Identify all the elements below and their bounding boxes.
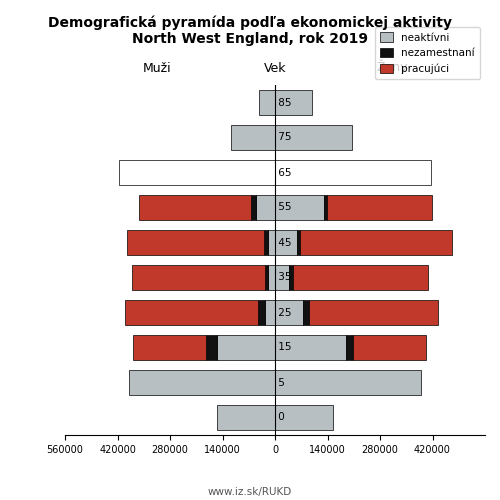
- Bar: [346, 335, 353, 360]
- Bar: [124, 300, 258, 325]
- Bar: [309, 300, 438, 325]
- Bar: [268, 230, 275, 255]
- Bar: [251, 195, 256, 220]
- Text: 75: 75: [275, 132, 291, 142]
- Text: 85: 85: [275, 98, 291, 108]
- Bar: [138, 195, 251, 220]
- Text: 55: 55: [275, 202, 291, 212]
- Bar: [231, 125, 275, 150]
- Bar: [132, 265, 265, 290]
- Legend: neaktívni, nezamestnaní, pracujúci: neaktívni, nezamestnaní, pracujúci: [375, 27, 480, 79]
- Text: 15: 15: [275, 342, 291, 352]
- Text: Ženy: Ženy: [377, 60, 408, 74]
- Bar: [303, 300, 309, 325]
- Bar: [264, 300, 275, 325]
- Bar: [275, 265, 289, 290]
- Bar: [264, 230, 268, 255]
- Bar: [289, 265, 293, 290]
- Bar: [127, 230, 264, 255]
- Bar: [327, 195, 432, 220]
- Bar: [297, 230, 300, 255]
- Bar: [120, 160, 275, 185]
- Bar: [268, 265, 275, 290]
- Bar: [217, 405, 275, 430]
- Bar: [206, 335, 217, 360]
- Text: Demografická pyramída podľa ekonomickej aktivity
North West England, rok 2019: Demografická pyramída podľa ekonomickej …: [48, 15, 452, 46]
- Text: 5: 5: [275, 378, 285, 388]
- Bar: [324, 195, 327, 220]
- Bar: [256, 195, 275, 220]
- Bar: [275, 335, 346, 360]
- Bar: [133, 335, 206, 360]
- Bar: [275, 230, 297, 255]
- Text: Vek: Vek: [264, 62, 286, 74]
- Bar: [293, 265, 428, 290]
- Text: 25: 25: [275, 308, 291, 318]
- Text: 45: 45: [275, 238, 291, 248]
- Bar: [300, 230, 452, 255]
- Bar: [275, 125, 352, 150]
- Bar: [353, 335, 426, 360]
- Text: 65: 65: [275, 168, 291, 177]
- Bar: [275, 370, 421, 395]
- Text: www.iz.sk/RUKD: www.iz.sk/RUKD: [208, 488, 292, 498]
- Bar: [259, 90, 275, 115]
- Bar: [275, 90, 312, 115]
- Bar: [275, 160, 430, 185]
- Bar: [275, 195, 324, 220]
- Bar: [275, 405, 333, 430]
- Bar: [217, 335, 275, 360]
- Bar: [265, 265, 268, 290]
- Text: 0: 0: [275, 412, 285, 422]
- Bar: [258, 300, 264, 325]
- Text: Muži: Muži: [143, 62, 172, 74]
- Text: 35: 35: [275, 272, 291, 282]
- Bar: [129, 370, 275, 395]
- Bar: [275, 300, 303, 325]
